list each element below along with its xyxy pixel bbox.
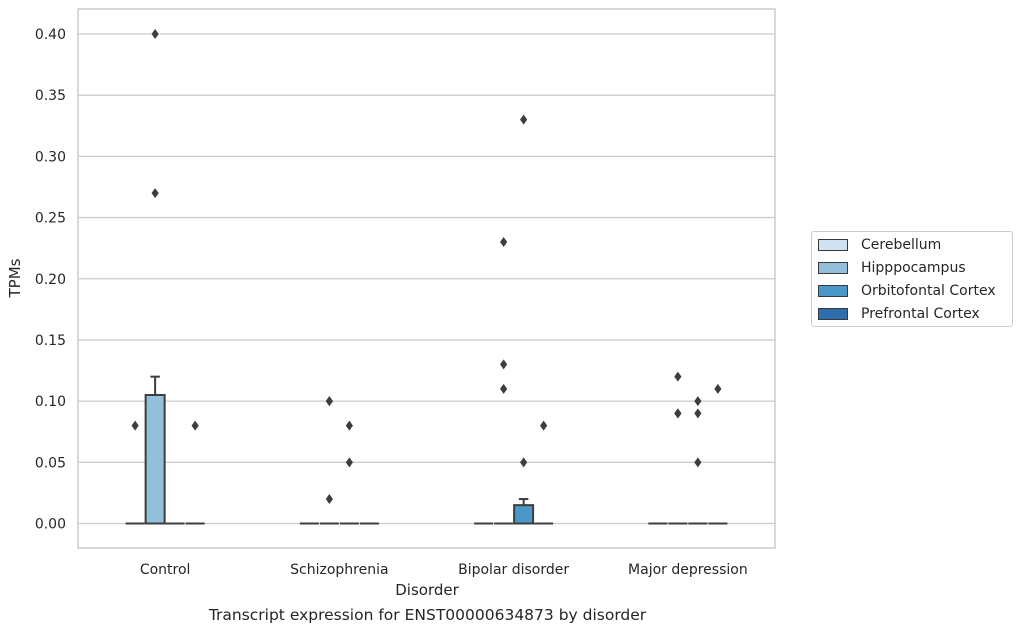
y-tick-label: 0.15 [35, 333, 66, 349]
outlier-point [674, 408, 682, 419]
legend-swatch [818, 239, 848, 251]
y-tick-label: 0.00 [35, 517, 66, 533]
legend-swatch [818, 262, 848, 274]
x-tick-labels: Control Schizophrenia Bipolar disorder Majo… [140, 562, 748, 578]
outlier-point [345, 457, 353, 468]
x-tick-label: Schizophrenia [290, 562, 388, 578]
outlier-point [540, 420, 548, 431]
outlier-point [674, 371, 682, 382]
x-axis-label: Disorder [395, 581, 459, 599]
chart-title: Transcript expression for ENST0000063487… [208, 606, 647, 624]
outlier-point [694, 457, 702, 468]
outlier-point [345, 420, 353, 431]
legend-item-cerebellum: Cerebellum [818, 235, 941, 255]
legend-item-orbitofrontal-cortex: Orbitofontal Cortex [818, 281, 996, 301]
x-tick-label: Bipolar disorder [458, 562, 569, 578]
y-axis-label: TPMs [6, 258, 24, 298]
outlier-point [325, 396, 333, 407]
outlier-point [151, 29, 159, 39]
y-tick-label: 0.30 [35, 149, 66, 165]
y-tick-label: 0.10 [35, 394, 66, 410]
y-tick-label: 0.35 [35, 88, 66, 104]
x-tick-label: Control [140, 562, 191, 578]
outlier-point [694, 408, 702, 419]
outlier-point [325, 494, 333, 505]
y-tick-label: 0.25 [35, 211, 66, 227]
outliers [131, 29, 722, 505]
y-tick-labels: 0.00 0.05 0.10 0.15 0.20 0.25 0.30 0.35 0.40 [35, 27, 66, 533]
boxes [125, 375, 728, 525]
outlier-point [500, 359, 508, 370]
y-tick-label: 0.40 [35, 27, 66, 43]
box [513, 498, 535, 525]
y-tick-label: 0.05 [35, 455, 66, 471]
outlier-point [694, 396, 702, 407]
outlier-point [151, 188, 159, 199]
box [144, 375, 166, 525]
box-body [144, 394, 166, 525]
legend-item-hippocampus: Hipppocampus [818, 258, 966, 278]
gridlines [78, 33, 775, 525]
plot-frame [77, 8, 776, 549]
y-tick-label: 0.20 [35, 272, 66, 288]
x-tick-label: Major depression [628, 562, 748, 578]
legend: Cerebellum Hipppocampus Orbitofontal Cor… [811, 231, 1013, 327]
outlier-point [520, 114, 528, 125]
box-body [513, 504, 535, 525]
outlier-point [520, 457, 528, 468]
outlier-point [500, 383, 508, 394]
legend-label: Hipppocampus [861, 260, 966, 276]
legend-swatch [818, 308, 848, 320]
legend-label: Prefrontal Cortex [861, 306, 980, 322]
legend-label: Cerebellum [861, 237, 942, 253]
outlier-point [191, 420, 199, 431]
outlier-point [500, 237, 508, 248]
outlier-point [714, 383, 722, 394]
legend-item-prefrontal-cortex: Prefrontal Cortex [818, 304, 980, 324]
outlier-point [131, 420, 139, 431]
legend-label: Orbitofontal Cortex [861, 283, 996, 299]
legend-swatch [818, 285, 848, 297]
